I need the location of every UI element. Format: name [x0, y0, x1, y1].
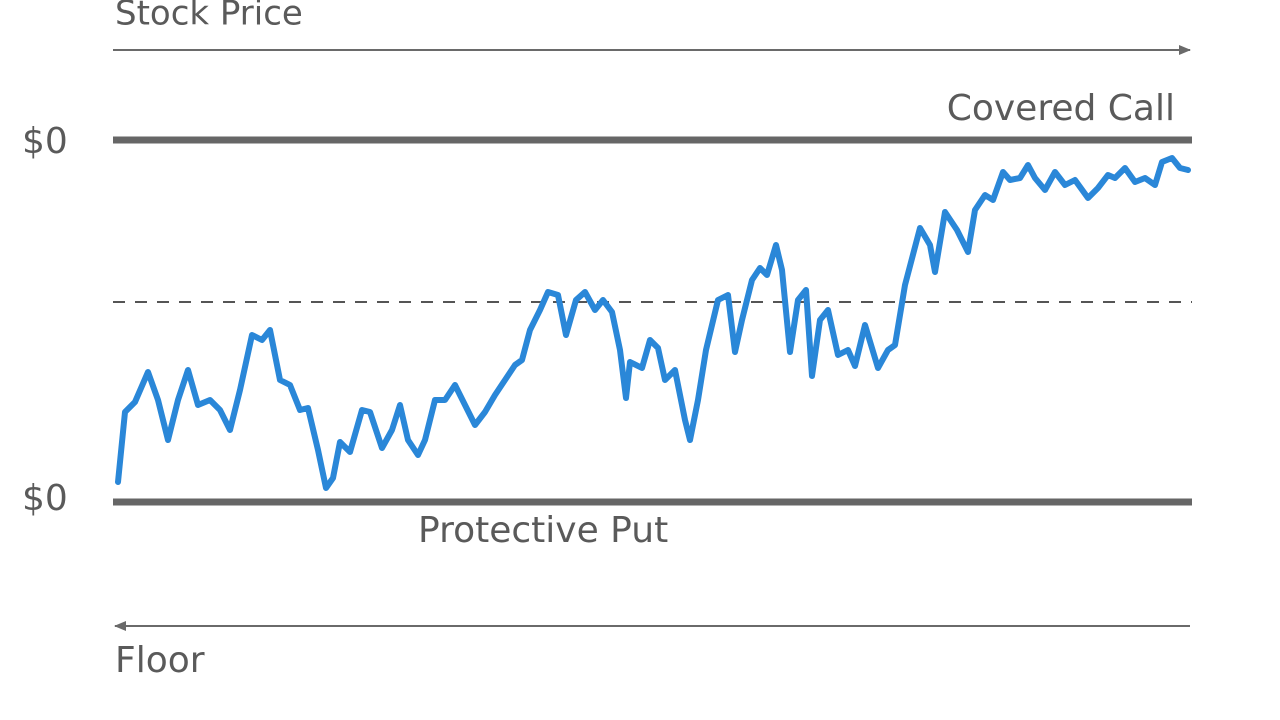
- upper-value-label: $0: [22, 121, 68, 162]
- footer-label: Floor: [115, 640, 205, 681]
- price-path: [115, 155, 1191, 491]
- lower-line-label: Protective Put: [418, 510, 668, 551]
- title: Stock Price: [115, 0, 303, 34]
- upper-line-label: Covered Call: [947, 88, 1175, 129]
- lower-value-label: $0: [22, 478, 68, 519]
